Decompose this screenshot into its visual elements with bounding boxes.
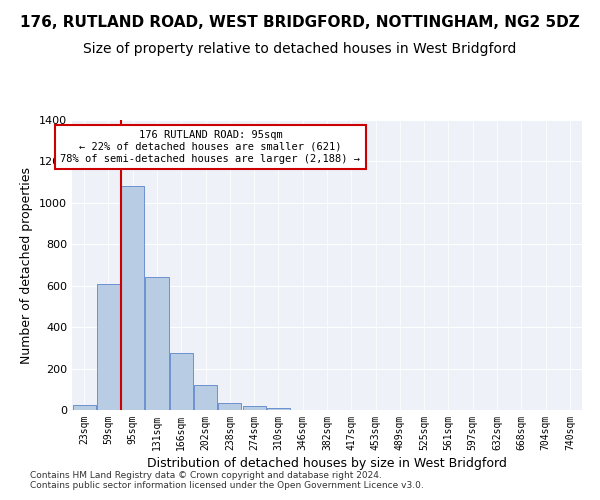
Y-axis label: Number of detached properties: Number of detached properties	[20, 166, 34, 364]
Bar	[170, 353, 193, 410]
Text: Contains HM Land Registry data © Crown copyright and database right 2024.
Contai: Contains HM Land Registry data © Crown c…	[30, 470, 424, 490]
Bar	[121, 186, 144, 410]
Bar	[73, 405, 95, 410]
Bar	[267, 408, 290, 410]
Bar	[145, 278, 169, 410]
Text: Size of property relative to detached houses in West Bridgford: Size of property relative to detached ho…	[83, 42, 517, 56]
Text: 176, RUTLAND ROAD, WEST BRIDGFORD, NOTTINGHAM, NG2 5DZ: 176, RUTLAND ROAD, WEST BRIDGFORD, NOTTI…	[20, 15, 580, 30]
Bar	[218, 403, 241, 410]
Bar	[194, 385, 217, 410]
Text: 176 RUTLAND ROAD: 95sqm
← 22% of detached houses are smaller (621)
78% of semi-d: 176 RUTLAND ROAD: 95sqm ← 22% of detache…	[61, 130, 361, 164]
Bar	[97, 284, 120, 410]
Bar	[242, 406, 266, 410]
Text: Distribution of detached houses by size in West Bridgford: Distribution of detached houses by size …	[147, 458, 507, 470]
